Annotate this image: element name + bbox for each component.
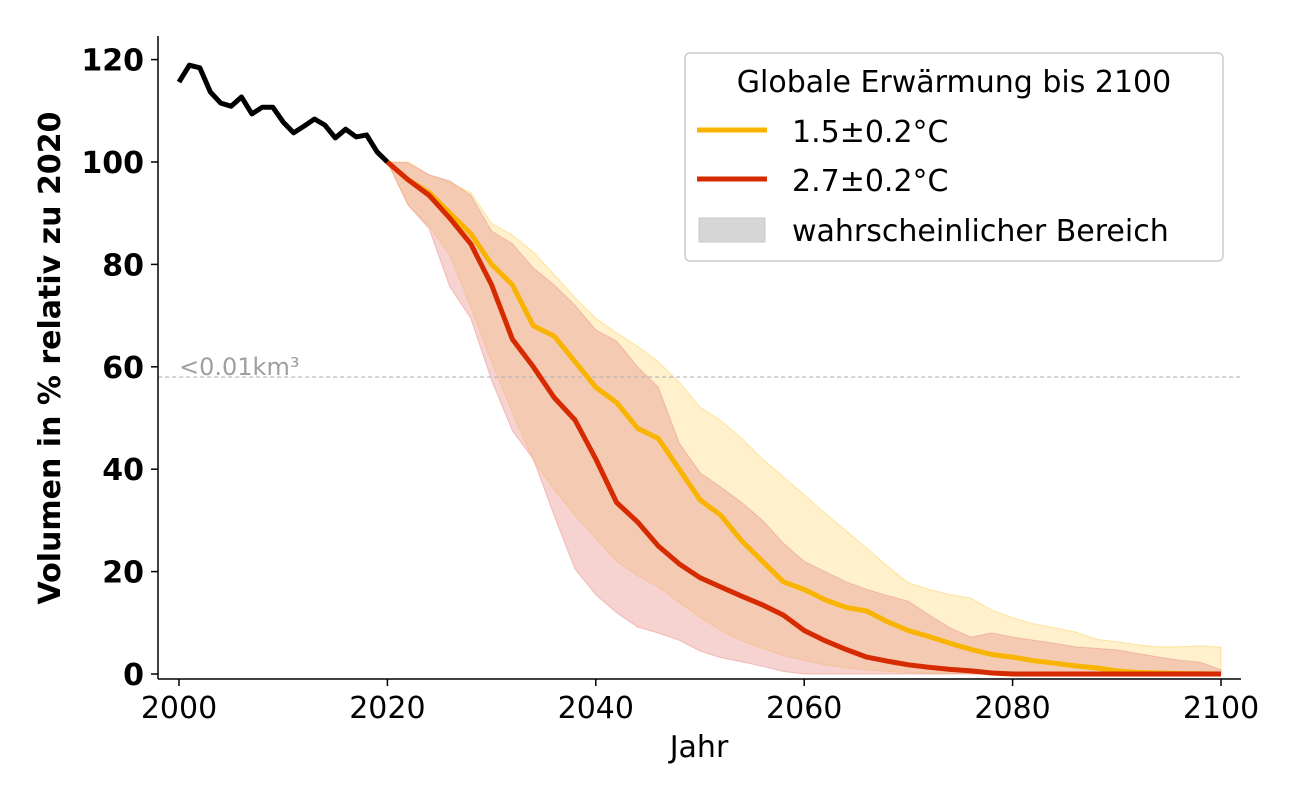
x-tick-label: 2080 [974,691,1050,726]
series-lines [176,62,1222,677]
series-line-1-5c [385,160,1222,677]
y-tick-label: 20 [102,556,144,591]
y-tick-label: 80 [102,248,144,283]
band-1-5c [386,161,1222,675]
legend-swatch-range [698,217,766,243]
legend-label-2-7c: 2.7±0.2°C [792,164,949,199]
historical-line [176,62,390,164]
x-tick-label: 2100 [1183,691,1259,726]
series-line-2-7c [385,160,1221,677]
uncertainty-bands [386,161,1222,675]
y-tick-label: 40 [102,453,144,488]
y-tick-label: 120 [81,44,144,79]
y-tick-label: 100 [81,146,144,181]
x-axis-label: Jahr [668,730,729,765]
legend-title: Globale Erwärmung bis 2100 [737,65,1171,100]
legend-label-1-5c: 1.5±0.2°C [792,115,949,150]
x-tick-label: 2060 [766,691,842,726]
legend-frame [684,52,1224,262]
x-tick-label: 2040 [558,691,634,726]
legend-label-range: wahrscheinlicher Bereich [792,214,1169,249]
y-axis-label: Volumen in % relativ zu 2020 [33,112,68,605]
threshold-annotation: <0.01km³ [179,353,299,381]
legend: Globale Erwärmung bis 2100 1.5±0.2°C 2.7… [684,52,1224,262]
x-tick-label: 2020 [349,691,425,726]
y-tick-label: 0 [123,658,144,693]
y-tick-label: 60 [102,351,144,386]
x-tick-label: 2000 [141,691,217,726]
